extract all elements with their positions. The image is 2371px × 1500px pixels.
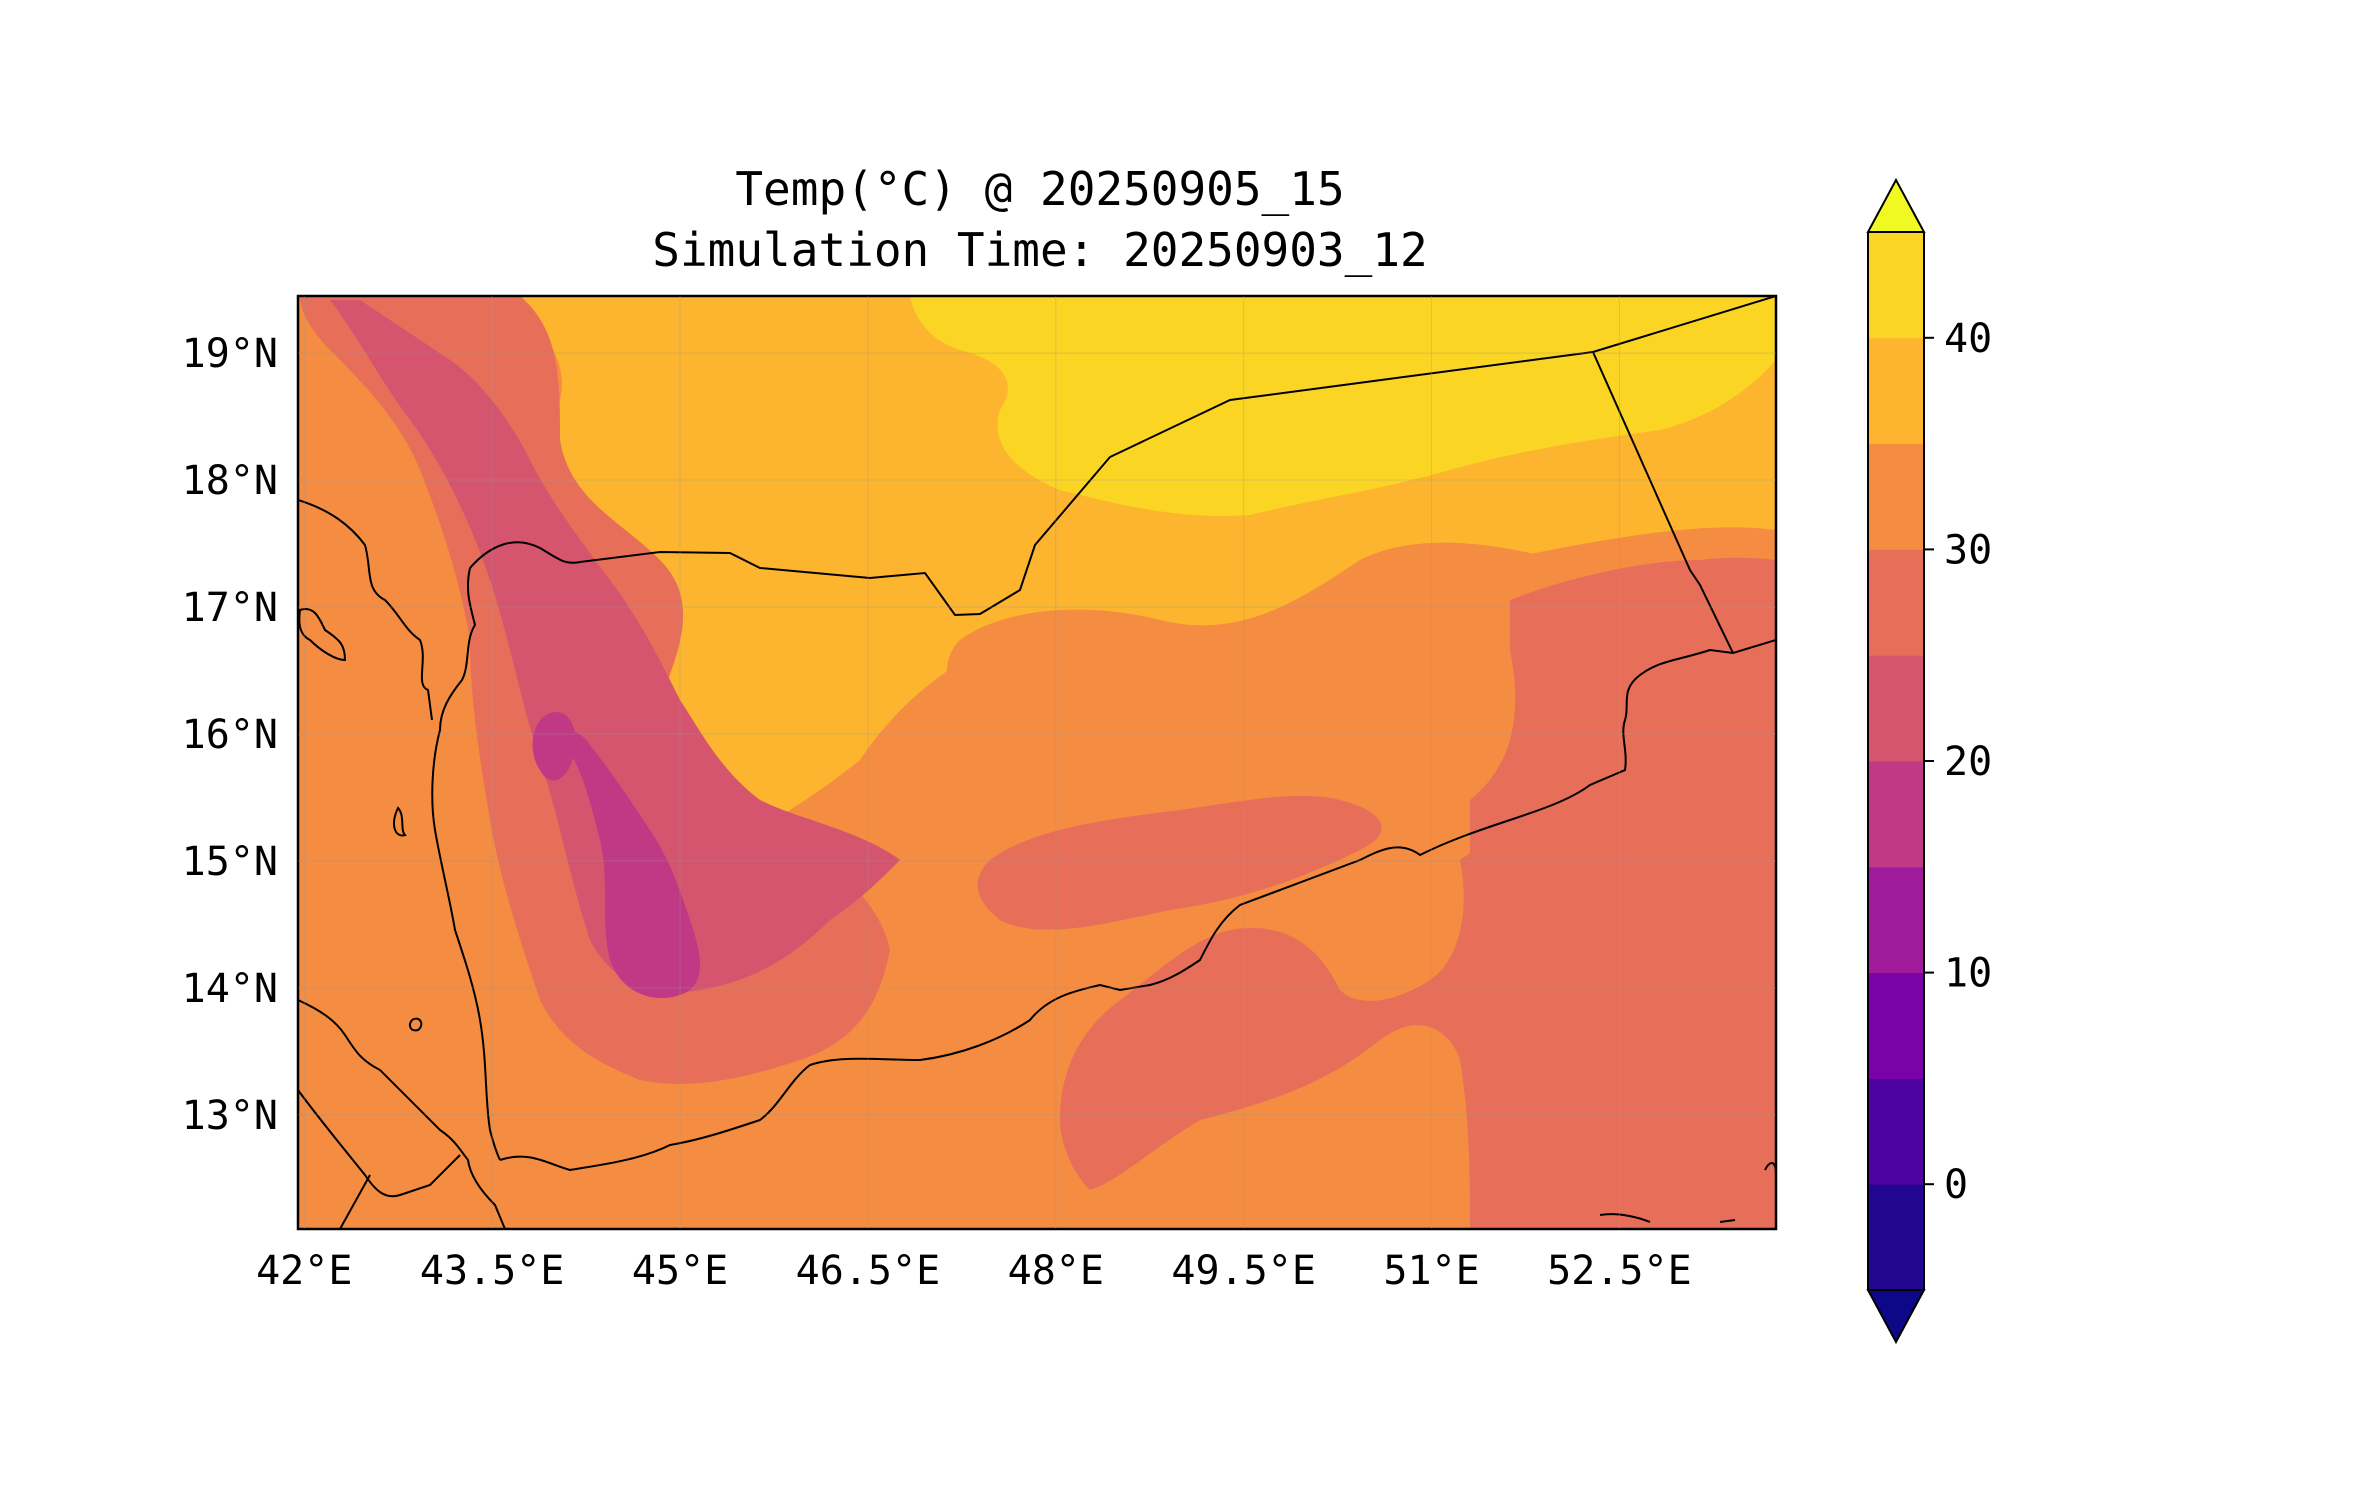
x-axis-ticks: 42°E 43.5°E 45°E 46.5°E 48°E 49.5°E 51°E 52.5°E — [256, 296, 1692, 1294]
saudi-yemen-border — [469, 296, 1776, 617]
field-band-30-35-central — [946, 542, 1581, 773]
x-tick-label: 51°E — [1383, 1248, 1479, 1294]
title-line-2: Simulation Time: 20250903_12 — [652, 223, 1427, 277]
field-band-25-30-central — [977, 795, 1382, 930]
colorbar-tick-label: 0 — [1944, 1162, 1968, 1208]
y-axis-ticks: 19°N 18°N 17°N 16°N 15°N 14°N 13°N — [182, 331, 1776, 1139]
colorbar-segment — [1868, 866, 1924, 974]
y-tick-label: 15°N — [182, 839, 278, 885]
colorbar-segment — [1868, 232, 1924, 339]
colorbar-over-extension — [1866, 177, 1926, 233]
title-line-1: Temp(°C) @ 20250905_15 — [735, 162, 1344, 216]
hanish-islands — [409, 1017, 423, 1032]
y-tick-label: 18°N — [182, 458, 278, 504]
colorbar-tick-label: 10 — [1944, 951, 1992, 997]
colorbar-segment — [1868, 337, 1924, 445]
djibouti-border-2 — [339, 1174, 371, 1229]
field-band-25-30-east — [1470, 557, 1776, 1229]
field-band-15-20-highlands — [560, 730, 700, 999]
djibouti-border — [298, 1089, 461, 1198]
yemen-south-coast — [499, 639, 1776, 1172]
africa-coast — [298, 499, 433, 721]
map-frame — [296, 294, 1778, 1231]
x-tick-label: 48°E — [1008, 1248, 1104, 1294]
colorbar-segment — [1868, 972, 1924, 1079]
colorbar-tick-label: 40 — [1944, 316, 1992, 362]
y-tick-label: 14°N — [182, 966, 278, 1012]
colorbar-tick-label: 30 — [1944, 527, 1992, 573]
x-tick-label: 45°E — [632, 1248, 728, 1294]
field-band-20-25-highlands — [330, 300, 900, 993]
colorbar-segment — [1868, 549, 1924, 656]
x-tick-label: 46.5°E — [796, 1248, 941, 1294]
colorbar-segment — [1868, 443, 1924, 550]
x-tick-label: 43.5°E — [420, 1248, 565, 1294]
y-tick-label: 16°N — [182, 712, 278, 758]
temperature-colorbar: 0 10 20 30 40 — [1866, 177, 1992, 1345]
africa-coast-south — [298, 999, 506, 1229]
x-tick-label: 42°E — [256, 1248, 352, 1294]
yemen-west-coast — [431, 567, 501, 1161]
colorbar-segment — [1868, 1078, 1924, 1185]
colorbar-segment — [1868, 761, 1924, 868]
y-tick-label: 13°N — [182, 1093, 278, 1139]
field-band-15-20-north — [532, 711, 576, 781]
x-tick-label: 49.5°E — [1171, 1248, 1316, 1294]
y-tick-label: 19°N — [182, 331, 278, 377]
x-tick-label: 52.5°E — [1547, 1248, 1692, 1294]
colorbar-segment — [1868, 655, 1924, 762]
farasan-islands — [393, 806, 407, 837]
field-band-40-45 — [910, 296, 1776, 516]
y-tick-label: 17°N — [182, 585, 278, 631]
colorbar-tick-label: 20 — [1944, 739, 1992, 785]
colorbar-under-extension — [1866, 1289, 1926, 1345]
temperature-map: 42°E 43.5°E 45°E 46.5°E 48°E 49.5°E 51°E 52.5°E… — [182, 294, 1778, 1294]
colorbar-segment — [1868, 1184, 1924, 1291]
yemen-oman-border — [1592, 351, 1734, 654]
coastlines-and-borders — [298, 296, 1776, 1229]
dahlak-islands — [298, 608, 347, 662]
